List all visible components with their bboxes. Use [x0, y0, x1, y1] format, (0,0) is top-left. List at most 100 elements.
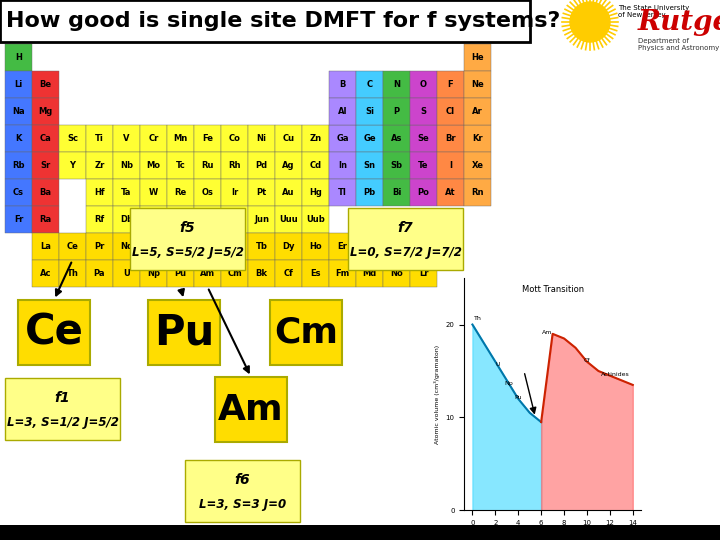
Bar — [113, 152, 140, 179]
Text: Rb: Rb — [12, 161, 24, 170]
Bar — [329, 260, 356, 287]
Text: Ru: Ru — [202, 161, 214, 170]
Text: Nd: Nd — [120, 242, 133, 251]
Text: Ac: Ac — [40, 269, 51, 278]
Bar — [356, 152, 383, 179]
Text: Cl: Cl — [446, 107, 455, 116]
Bar — [329, 179, 356, 206]
Bar — [140, 233, 167, 260]
Bar — [464, 152, 491, 179]
Text: Am: Am — [200, 269, 215, 278]
Text: Am: Am — [541, 330, 552, 335]
Bar — [275, 233, 302, 260]
Text: Ga: Ga — [336, 134, 348, 143]
Bar — [59, 233, 86, 260]
Text: Pu: Pu — [515, 395, 522, 400]
Text: Tb: Tb — [256, 242, 267, 251]
Bar — [167, 125, 194, 152]
Bar — [275, 179, 302, 206]
Text: L=3, S=1/2 J=5/2: L=3, S=1/2 J=5/2 — [6, 416, 118, 429]
Text: Ni: Ni — [256, 134, 266, 143]
Text: N: N — [393, 80, 400, 89]
Bar — [410, 233, 437, 260]
Bar — [275, 125, 302, 152]
Text: Tm: Tm — [362, 242, 377, 251]
Text: f6: f6 — [235, 473, 251, 487]
Text: Nb: Nb — [120, 161, 133, 170]
Bar — [86, 233, 113, 260]
Text: Ta: Ta — [121, 188, 132, 197]
Bar — [32, 179, 59, 206]
Bar — [464, 44, 491, 71]
Text: Kr: Kr — [472, 134, 483, 143]
Bar — [194, 260, 221, 287]
Text: He: He — [471, 53, 484, 62]
Text: Rf: Rf — [94, 215, 104, 224]
Bar — [221, 206, 248, 233]
Text: Pu: Pu — [154, 312, 214, 354]
Bar — [437, 179, 464, 206]
Text: Ag: Ag — [282, 161, 294, 170]
Bar — [383, 71, 410, 98]
Text: Yb: Yb — [390, 242, 402, 251]
Bar — [167, 179, 194, 206]
Text: Sc: Sc — [67, 134, 78, 143]
Text: Pb: Pb — [364, 188, 376, 197]
Bar — [302, 206, 329, 233]
Text: Cm: Cm — [227, 269, 242, 278]
Bar — [302, 152, 329, 179]
Bar — [302, 179, 329, 206]
Bar — [248, 233, 275, 260]
Text: Ba: Ba — [40, 188, 52, 197]
Bar — [86, 179, 113, 206]
Bar — [32, 260, 59, 287]
Text: Bk: Bk — [256, 269, 268, 278]
Bar — [437, 71, 464, 98]
Bar — [383, 179, 410, 206]
Bar — [410, 98, 437, 125]
Bar — [185, 460, 300, 522]
Bar — [329, 71, 356, 98]
Text: Th: Th — [66, 269, 78, 278]
Text: Tc: Tc — [176, 161, 185, 170]
Bar — [86, 125, 113, 152]
Text: Tl: Tl — [338, 188, 347, 197]
Bar — [329, 98, 356, 125]
Bar — [329, 125, 356, 152]
Text: Mg: Mg — [38, 107, 53, 116]
Text: Be: Be — [40, 80, 52, 89]
Text: P: P — [393, 107, 400, 116]
Bar — [59, 260, 86, 287]
Bar — [270, 300, 342, 365]
Bar — [0, 525, 720, 540]
Text: L=3, S=3 J=0: L=3, S=3 J=0 — [199, 498, 286, 511]
Text: Ne: Ne — [471, 80, 484, 89]
Text: F: F — [448, 80, 454, 89]
Bar — [5, 378, 120, 440]
Bar — [356, 179, 383, 206]
Text: Rutgers: Rutgers — [638, 9, 720, 36]
Text: Ce: Ce — [24, 312, 84, 354]
Text: Sr: Sr — [40, 161, 50, 170]
Text: How good is single site DMFT for f systems?: How good is single site DMFT for f syste… — [6, 11, 560, 31]
Text: Department of
Physics and Astronomy: Department of Physics and Astronomy — [638, 38, 719, 51]
Bar — [140, 260, 167, 287]
Bar — [194, 233, 221, 260]
Text: The State University
of New Jersey: The State University of New Jersey — [618, 5, 689, 18]
Bar — [302, 233, 329, 260]
Bar — [140, 206, 167, 233]
Bar — [356, 233, 383, 260]
Y-axis label: Atomic volume (cm³/gramaton): Atomic volume (cm³/gramaton) — [434, 345, 440, 444]
Text: Pr: Pr — [94, 242, 104, 251]
Bar — [383, 233, 410, 260]
Text: Na: Na — [12, 107, 24, 116]
Bar — [140, 125, 167, 152]
Bar — [437, 125, 464, 152]
Text: H: H — [15, 53, 22, 62]
Text: At: At — [445, 188, 456, 197]
Bar — [215, 377, 287, 442]
Bar — [464, 125, 491, 152]
Bar — [248, 206, 275, 233]
Text: L=0, S=7/2 J=7/2: L=0, S=7/2 J=7/2 — [350, 246, 462, 259]
Text: Mn: Mn — [174, 134, 188, 143]
